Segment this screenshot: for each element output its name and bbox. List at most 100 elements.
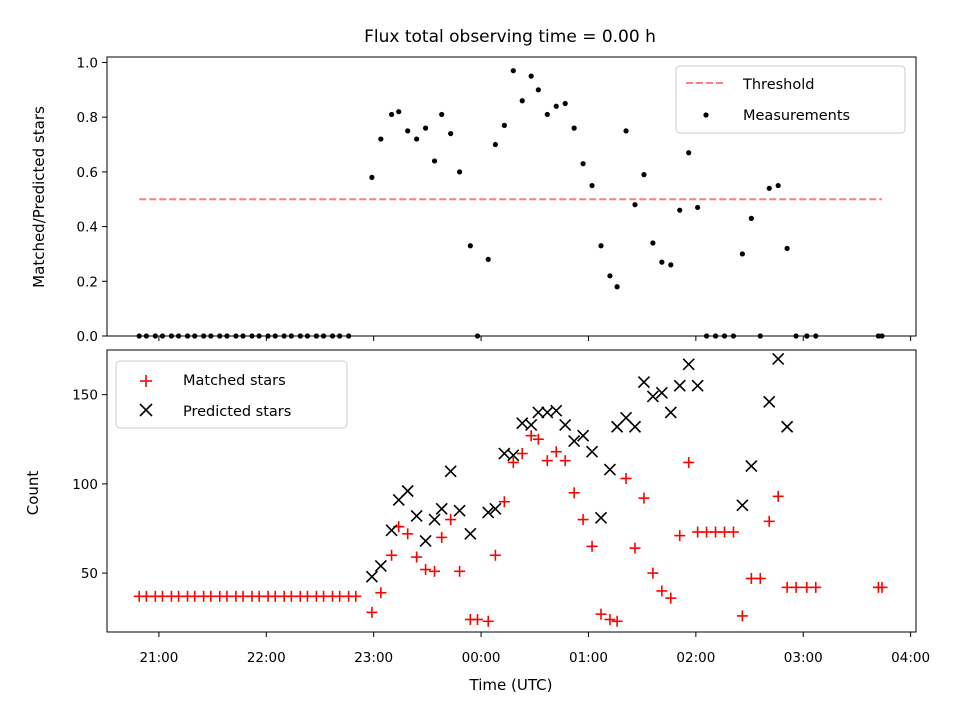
legend-measurements-label: Measurements bbox=[743, 108, 850, 124]
predicted-star-point bbox=[489, 502, 502, 515]
x-tick-label: 21:00 bbox=[139, 650, 178, 666]
predicted-star-point bbox=[385, 524, 398, 537]
predicted-star-point bbox=[577, 429, 590, 442]
predicted-star-point bbox=[646, 390, 659, 403]
matched-star-point bbox=[586, 540, 598, 552]
matched-star-point bbox=[454, 565, 466, 577]
bottom-y-tick-label: 150 bbox=[72, 388, 98, 404]
matched-star-point bbox=[790, 581, 802, 593]
top-y-tick-label: 0.4 bbox=[77, 220, 98, 236]
predicted-star-point bbox=[464, 527, 477, 540]
top-panel: 0.0 0.2 0.4 0.6 0.8 1.0 Matched/Predicted sta… bbox=[30, 55, 917, 345]
measurement-point bbox=[589, 182, 595, 189]
bottom-y-tick-label: 50 bbox=[81, 566, 98, 582]
top-y-tick-label: 0.2 bbox=[77, 274, 98, 290]
measurement-point bbox=[748, 215, 754, 221]
top-legend: Threshold Measurements bbox=[675, 65, 906, 134]
matched-star-point bbox=[445, 514, 457, 526]
measurement-point bbox=[677, 207, 683, 213]
measurement-point bbox=[510, 68, 516, 74]
matched-star-point bbox=[638, 492, 650, 504]
matched-star-point bbox=[559, 455, 571, 467]
measurement-point bbox=[396, 109, 402, 115]
x-tick-label: 22:00 bbox=[247, 650, 286, 666]
matched-star-point bbox=[498, 496, 510, 508]
predicted-star-point bbox=[550, 404, 563, 417]
top-y-tick-label: 0.0 bbox=[77, 329, 98, 345]
chart-title: Flux total observing time = 0.00 h bbox=[364, 27, 656, 47]
predicted-star-point bbox=[655, 386, 668, 399]
predicted-star-point bbox=[525, 418, 538, 432]
top-y-axis-label: Matched/Predicted stars bbox=[30, 106, 48, 288]
matched-star-point bbox=[810, 581, 822, 593]
measurement-point bbox=[695, 204, 701, 211]
matched-star-point bbox=[375, 587, 387, 599]
measurement-point bbox=[668, 262, 674, 268]
predicted-star-point bbox=[419, 534, 432, 548]
measurement-point bbox=[623, 128, 629, 134]
measurement-point bbox=[641, 172, 647, 178]
matched-star-point bbox=[532, 433, 544, 445]
predicted-star-point bbox=[410, 509, 423, 523]
measurement-point bbox=[650, 240, 656, 246]
matched-star-point bbox=[516, 448, 528, 460]
predicted-star-point bbox=[594, 511, 608, 524]
measurement-point bbox=[431, 158, 438, 164]
bottom-y-axis-label: Count bbox=[24, 471, 42, 516]
predicted-star-point bbox=[444, 465, 457, 478]
matched-star-point bbox=[429, 565, 441, 577]
predicted-star-point bbox=[507, 449, 520, 462]
measurement-point bbox=[501, 122, 507, 128]
matched-star-point bbox=[736, 610, 748, 622]
top-y-tick-label: 0.6 bbox=[77, 165, 98, 181]
measurement-point bbox=[580, 161, 586, 167]
measurement-point bbox=[439, 111, 445, 118]
measurement-point bbox=[456, 169, 463, 175]
matched-star-point bbox=[420, 564, 432, 576]
bottom-axes-frame bbox=[106, 349, 917, 633]
matched-star-point bbox=[595, 608, 607, 620]
measurement-point bbox=[632, 202, 638, 208]
matched-star-point bbox=[683, 456, 695, 468]
top-y-tick-label: 0.8 bbox=[77, 110, 98, 126]
matched-star-point bbox=[541, 455, 553, 467]
x-tick-label: 04:00 bbox=[891, 650, 930, 666]
x-tick-label: 01:00 bbox=[569, 650, 608, 666]
measurement-point bbox=[467, 243, 473, 249]
matched-star-point bbox=[482, 615, 494, 627]
measurement-point bbox=[519, 98, 525, 104]
measurement-point bbox=[571, 125, 577, 131]
measurement-point bbox=[784, 245, 790, 252]
predicted-star-point bbox=[428, 513, 441, 526]
matched-star-point bbox=[366, 606, 378, 618]
predicted-star-point bbox=[559, 418, 572, 432]
matched-star-point bbox=[436, 531, 448, 543]
matched-star-point bbox=[754, 572, 766, 584]
measurement-point bbox=[659, 259, 665, 265]
matched-star-point bbox=[402, 528, 414, 540]
measurement-point bbox=[369, 174, 375, 180]
x-axis-label: Time (UTC) bbox=[469, 676, 553, 694]
x-tick-label: 00:00 bbox=[462, 650, 501, 666]
matched-star-point bbox=[876, 581, 888, 593]
predicted-star-point bbox=[603, 463, 617, 476]
predicted-star-point bbox=[585, 445, 599, 458]
matched-star-point bbox=[577, 514, 589, 526]
measurement-point bbox=[686, 150, 692, 156]
measurement-point bbox=[528, 73, 534, 79]
matched-star-point bbox=[489, 549, 501, 561]
predicted-star-point bbox=[682, 358, 695, 371]
matched-star-point bbox=[411, 551, 423, 563]
predicted-star-point bbox=[673, 379, 686, 392]
predicted-star-point bbox=[781, 420, 794, 433]
predicted-star-point bbox=[568, 434, 581, 448]
matched-star-point bbox=[629, 542, 641, 554]
measurement-point bbox=[492, 141, 498, 148]
measurement-point bbox=[448, 130, 454, 137]
legend-measurements-swatch bbox=[703, 112, 709, 118]
measurement-point bbox=[553, 103, 559, 109]
legend-predicted-label: Predicted stars bbox=[183, 404, 291, 420]
top-axes-frame bbox=[106, 56, 917, 337]
matched-star-point bbox=[604, 614, 616, 626]
